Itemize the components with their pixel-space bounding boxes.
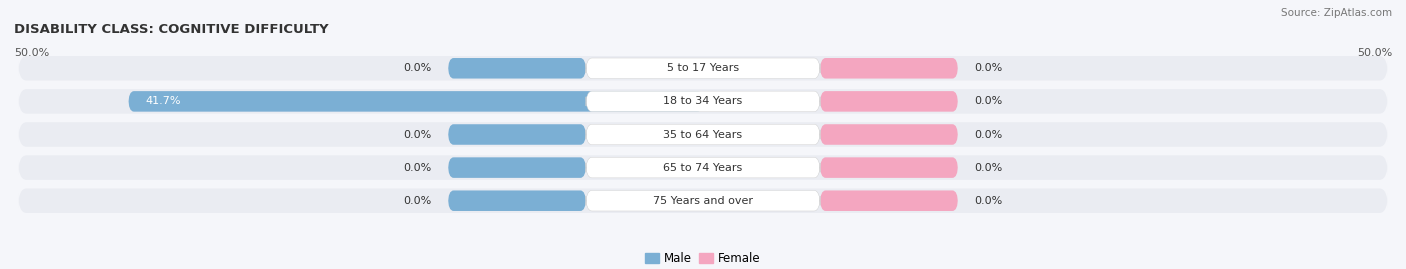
Text: 0.0%: 0.0% [404,162,432,173]
FancyBboxPatch shape [820,157,957,178]
FancyBboxPatch shape [18,122,1388,147]
Text: 0.0%: 0.0% [404,196,432,206]
FancyBboxPatch shape [586,58,820,79]
FancyBboxPatch shape [820,190,957,211]
FancyBboxPatch shape [449,58,586,79]
FancyBboxPatch shape [18,155,1388,180]
FancyBboxPatch shape [586,157,820,178]
FancyBboxPatch shape [820,58,957,79]
FancyBboxPatch shape [586,91,820,112]
Text: 0.0%: 0.0% [404,129,432,140]
Text: 0.0%: 0.0% [974,196,1002,206]
FancyBboxPatch shape [586,124,820,145]
Text: 35 to 64 Years: 35 to 64 Years [664,129,742,140]
Text: 41.7%: 41.7% [145,96,180,107]
FancyBboxPatch shape [18,189,1388,213]
FancyBboxPatch shape [820,124,957,145]
Text: 0.0%: 0.0% [974,96,1002,107]
Text: 18 to 34 Years: 18 to 34 Years [664,96,742,107]
FancyBboxPatch shape [18,89,1388,114]
Text: 5 to 17 Years: 5 to 17 Years [666,63,740,73]
Text: 65 to 74 Years: 65 to 74 Years [664,162,742,173]
Text: DISABILITY CLASS: COGNITIVE DIFFICULTY: DISABILITY CLASS: COGNITIVE DIFFICULTY [14,23,329,36]
Text: 0.0%: 0.0% [974,63,1002,73]
FancyBboxPatch shape [128,91,703,112]
Text: 0.0%: 0.0% [404,63,432,73]
Text: 50.0%: 50.0% [1357,48,1392,58]
FancyBboxPatch shape [449,124,586,145]
Legend: Male, Female: Male, Female [641,247,765,269]
FancyBboxPatch shape [820,91,957,112]
FancyBboxPatch shape [449,157,586,178]
FancyBboxPatch shape [18,56,1388,80]
Text: 75 Years and over: 75 Years and over [652,196,754,206]
Text: Source: ZipAtlas.com: Source: ZipAtlas.com [1281,8,1392,18]
Text: 50.0%: 50.0% [14,48,49,58]
FancyBboxPatch shape [586,190,820,211]
FancyBboxPatch shape [449,190,586,211]
Text: 0.0%: 0.0% [974,129,1002,140]
Text: 0.0%: 0.0% [974,162,1002,173]
